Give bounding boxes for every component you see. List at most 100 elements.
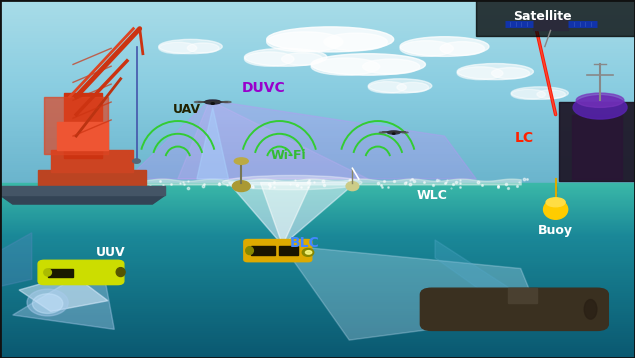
Bar xyxy=(0,235,635,237)
Ellipse shape xyxy=(187,43,219,53)
Bar xyxy=(0,336,635,338)
Bar xyxy=(0,82,635,84)
Bar xyxy=(0,237,635,240)
Polygon shape xyxy=(197,107,229,179)
Ellipse shape xyxy=(511,90,545,100)
Bar xyxy=(0,55,635,57)
Bar xyxy=(0,186,165,195)
Ellipse shape xyxy=(159,39,222,54)
Bar xyxy=(0,62,635,64)
Bar xyxy=(0,292,635,294)
Bar xyxy=(0,220,635,222)
Ellipse shape xyxy=(244,48,327,66)
Bar xyxy=(64,93,102,158)
Bar xyxy=(0,294,635,296)
Polygon shape xyxy=(229,183,356,245)
Bar xyxy=(0,213,635,216)
Text: UAV: UAV xyxy=(173,103,201,116)
Bar xyxy=(0,139,635,141)
Bar xyxy=(0,174,635,176)
Bar xyxy=(0,50,635,53)
Bar xyxy=(0,169,635,171)
Bar xyxy=(0,2,635,5)
Bar xyxy=(0,141,635,144)
Bar xyxy=(0,101,635,103)
Ellipse shape xyxy=(573,96,627,119)
Bar xyxy=(0,340,635,343)
Bar xyxy=(0,32,635,34)
Bar xyxy=(0,75,635,78)
Bar xyxy=(0,310,635,312)
Ellipse shape xyxy=(400,41,453,56)
Bar xyxy=(0,7,635,9)
Ellipse shape xyxy=(546,198,565,207)
Bar xyxy=(0,338,635,340)
Ellipse shape xyxy=(32,294,63,314)
Bar xyxy=(0,119,635,121)
Bar xyxy=(0,272,635,275)
Bar xyxy=(0,66,635,68)
Ellipse shape xyxy=(116,268,125,276)
Bar xyxy=(0,73,635,75)
Bar xyxy=(0,105,635,107)
Bar xyxy=(0,137,635,139)
Bar xyxy=(0,349,635,352)
Bar xyxy=(0,158,635,160)
Ellipse shape xyxy=(511,87,568,100)
Ellipse shape xyxy=(232,181,250,192)
Bar xyxy=(0,207,635,209)
Bar xyxy=(51,150,133,172)
Bar xyxy=(38,170,146,195)
Bar xyxy=(0,196,635,198)
Bar xyxy=(0,151,635,153)
Bar xyxy=(0,288,635,290)
Bar xyxy=(0,218,635,220)
Bar xyxy=(0,257,635,259)
Ellipse shape xyxy=(244,52,294,66)
FancyBboxPatch shape xyxy=(420,288,608,330)
Bar xyxy=(0,345,635,347)
Polygon shape xyxy=(19,275,108,311)
Ellipse shape xyxy=(584,299,597,319)
Bar xyxy=(0,155,635,158)
Bar xyxy=(0,279,635,281)
Bar xyxy=(0,281,635,284)
Bar xyxy=(0,9,635,11)
Text: DUVC: DUVC xyxy=(242,81,285,95)
Ellipse shape xyxy=(267,27,394,52)
Bar xyxy=(279,246,298,255)
Ellipse shape xyxy=(246,247,253,255)
Ellipse shape xyxy=(379,132,385,133)
Bar xyxy=(0,194,635,196)
Bar xyxy=(0,290,635,292)
Bar xyxy=(0,356,635,358)
Bar xyxy=(0,98,635,101)
Text: UUV: UUV xyxy=(97,246,126,259)
Bar xyxy=(0,343,635,345)
Bar xyxy=(0,43,635,46)
Ellipse shape xyxy=(363,59,420,74)
Bar xyxy=(0,246,635,248)
Polygon shape xyxy=(260,183,311,245)
Bar xyxy=(0,347,635,349)
Bar xyxy=(0,308,635,310)
Ellipse shape xyxy=(400,37,489,57)
Ellipse shape xyxy=(211,103,215,104)
Bar xyxy=(0,123,635,126)
Bar xyxy=(0,354,635,356)
Bar xyxy=(0,183,635,185)
Text: Satellite: Satellite xyxy=(514,10,572,23)
Bar xyxy=(0,312,635,314)
Bar xyxy=(0,84,635,87)
Ellipse shape xyxy=(159,42,197,54)
Ellipse shape xyxy=(457,64,533,80)
Bar xyxy=(0,248,635,251)
Ellipse shape xyxy=(223,101,231,103)
Ellipse shape xyxy=(537,90,565,99)
Bar xyxy=(0,286,635,288)
Ellipse shape xyxy=(305,251,312,254)
Bar xyxy=(0,171,635,174)
Bar xyxy=(0,305,635,308)
Bar xyxy=(0,325,635,327)
Bar xyxy=(0,20,635,23)
